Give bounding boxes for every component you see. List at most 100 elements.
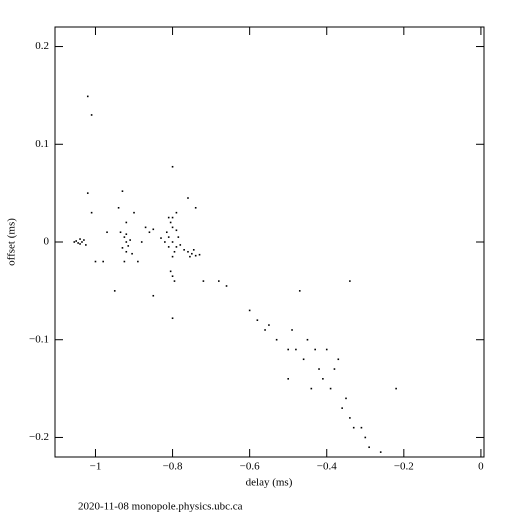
point	[160, 237, 162, 239]
point	[121, 190, 124, 192]
point	[175, 211, 178, 214]
point	[341, 407, 343, 409]
point	[123, 260, 126, 263]
y-tick-label: 0	[44, 236, 50, 248]
point	[169, 221, 172, 224]
point	[152, 294, 155, 297]
point	[349, 417, 351, 419]
point	[198, 253, 201, 256]
point	[298, 290, 301, 292]
point	[164, 241, 166, 243]
point	[125, 221, 128, 224]
point	[287, 348, 289, 351]
x-tick-label: −0.2	[394, 461, 414, 473]
point	[329, 387, 332, 390]
point	[140, 241, 143, 243]
point	[85, 244, 87, 246]
y-tick-label: 0.2	[35, 40, 49, 52]
point	[291, 329, 293, 331]
point	[322, 378, 324, 380]
point	[175, 246, 178, 248]
point	[287, 378, 289, 380]
point	[349, 280, 351, 282]
point	[173, 250, 176, 253]
point	[295, 348, 297, 351]
point	[202, 280, 205, 282]
point	[81, 241, 83, 243]
point	[379, 451, 382, 453]
point	[77, 242, 79, 244]
point	[79, 238, 81, 240]
point	[144, 226, 147, 229]
point	[189, 255, 191, 258]
point	[345, 397, 347, 400]
point	[171, 216, 174, 219]
point	[275, 338, 278, 341]
x-tick-label: −1	[90, 461, 102, 473]
point	[129, 239, 131, 241]
point	[73, 241, 76, 243]
y-tick-label: −0.1	[29, 333, 49, 345]
y-tick-label: −0.2	[29, 431, 49, 443]
point	[173, 280, 176, 282]
point	[395, 387, 397, 390]
point	[102, 260, 104, 263]
point	[194, 206, 197, 209]
point	[75, 240, 77, 242]
point	[167, 216, 170, 219]
point	[83, 239, 85, 241]
point	[167, 236, 170, 238]
point	[310, 387, 313, 390]
point	[165, 231, 168, 234]
point	[137, 260, 139, 263]
point	[121, 247, 124, 249]
x-tick-label: 0	[478, 461, 484, 473]
point	[171, 275, 174, 278]
point	[94, 260, 97, 263]
point	[171, 241, 174, 243]
point	[171, 317, 174, 320]
point	[192, 249, 195, 251]
point	[106, 231, 108, 234]
point	[169, 270, 172, 273]
point	[117, 206, 120, 209]
point	[368, 446, 370, 449]
point	[225, 285, 228, 287]
point	[306, 338, 309, 341]
point	[167, 246, 170, 248]
point	[194, 254, 197, 257]
x-tick-label: −0.6	[240, 461, 260, 473]
point	[123, 236, 126, 238]
point	[179, 244, 182, 246]
point	[191, 252, 193, 255]
point	[256, 319, 259, 321]
y-axis-label: offset (ms)	[6, 218, 18, 266]
point	[337, 358, 340, 361]
point	[133, 211, 135, 214]
point	[318, 368, 320, 370]
point	[127, 245, 130, 247]
x-axis-label: delay (ms)	[246, 477, 293, 489]
x-tick-label: −0.8	[163, 461, 183, 473]
point	[125, 241, 128, 243]
point	[187, 250, 189, 253]
point	[187, 197, 189, 199]
point	[131, 252, 133, 255]
y-tick-label: 0.1	[35, 138, 49, 150]
point	[333, 368, 336, 370]
x-tick-label: −0.4	[317, 461, 337, 473]
point	[79, 243, 81, 245]
point	[148, 231, 151, 234]
point	[152, 228, 155, 231]
point	[175, 229, 178, 232]
point	[86, 192, 89, 194]
point	[268, 324, 270, 326]
point	[90, 114, 93, 116]
point	[171, 255, 174, 258]
point	[218, 280, 220, 282]
point	[325, 348, 328, 351]
point	[177, 236, 180, 238]
point	[183, 249, 185, 251]
plot-frame	[54, 26, 485, 458]
